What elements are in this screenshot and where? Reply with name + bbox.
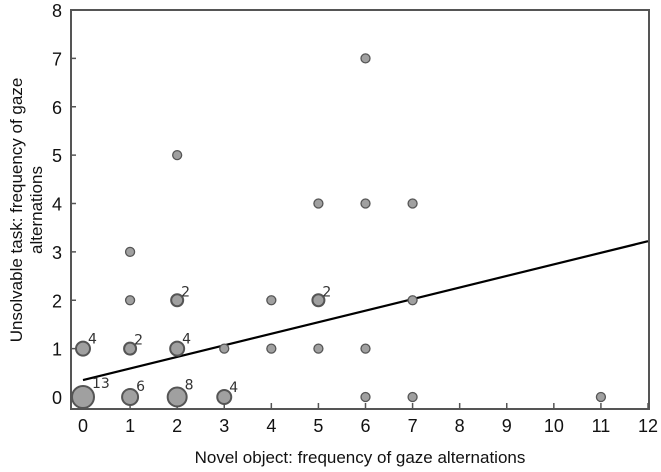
- y-tick-label: 0: [52, 388, 62, 408]
- data-point: [266, 295, 277, 306]
- data-point: [75, 340, 91, 357]
- data-point: [407, 198, 418, 209]
- x-tick-label: 6: [360, 416, 370, 436]
- point-count-label: 4: [229, 380, 238, 396]
- x-tick-label: 0: [78, 416, 88, 436]
- y-tick-label: 8: [52, 1, 62, 21]
- data-point: [172, 149, 183, 161]
- data-point: [124, 246, 136, 258]
- point-count-label: 6: [136, 379, 145, 395]
- y-tick-label: 2: [52, 291, 62, 311]
- y-axis-title: Unsolvable task: frequency of gaze alter…: [7, 78, 46, 343]
- x-tick-label: 1: [125, 416, 135, 436]
- plot-frame: [70, 9, 650, 410]
- data-point: [360, 198, 371, 209]
- x-tick-label: 11: [592, 416, 611, 436]
- data-points: [71, 53, 607, 409]
- data-point: [313, 198, 324, 209]
- y-tick-label: 7: [52, 49, 62, 69]
- x-tick-label: 9: [502, 416, 512, 436]
- x-axis-ticks: 0 1 2 3 4 5 6 7 8 9 10 11 12: [78, 403, 658, 436]
- data-point: [121, 388, 140, 406]
- y-axis-title-line-2: alternations: [27, 166, 46, 254]
- x-tick-label: 12: [638, 416, 658, 436]
- y-tick-label: 6: [52, 98, 62, 118]
- y-tick-label: 1: [52, 340, 62, 360]
- data-point: [595, 391, 607, 403]
- data-point: [169, 340, 186, 357]
- point-count-label: 4: [182, 332, 191, 348]
- x-tick-label: 7: [408, 416, 418, 436]
- x-axis-title: Novel object: frequency of gaze alternat…: [195, 448, 526, 467]
- regression-line: [82, 240, 649, 382]
- y-axis-ticks: 0 1 2 3 4 5 6 7 8: [52, 1, 76, 408]
- point-count-label: 8: [185, 378, 194, 394]
- y-tick-label: 3: [52, 243, 62, 263]
- y-axis-title-line-1: Unsolvable task: frequency of gaze: [7, 78, 26, 343]
- y-tick-label: 5: [52, 146, 62, 166]
- data-point: [360, 343, 371, 354]
- data-point: [313, 343, 324, 354]
- data-point: [216, 389, 233, 405]
- data-point: [311, 293, 326, 308]
- data-point: [166, 386, 188, 408]
- x-tick-label: 10: [544, 416, 564, 436]
- point-count-label: 2: [181, 284, 190, 300]
- x-tick-label: 3: [219, 416, 229, 436]
- x-tick-label: 2: [172, 416, 182, 436]
- point-count-label: 2: [322, 284, 331, 300]
- x-tick-label: 5: [313, 416, 323, 436]
- point-count-label: 13: [92, 376, 110, 392]
- data-point: [360, 53, 371, 64]
- data-point: [219, 343, 230, 354]
- data-point: [124, 295, 136, 306]
- point-count-label: 4: [88, 332, 97, 348]
- point-count-labels: 13 6 8 4 4 2 4 2 2: [88, 284, 331, 396]
- data-point: [123, 341, 138, 356]
- data-point: [407, 391, 418, 403]
- x-tick-label: 4: [266, 416, 276, 436]
- regression-line-path: [82, 240, 649, 382]
- point-count-label: 2: [134, 333, 143, 349]
- data-point: [266, 343, 277, 354]
- data-point: [170, 293, 185, 308]
- x-tick-label: 8: [455, 416, 465, 436]
- y-tick-label: 4: [52, 195, 62, 215]
- data-point: [71, 385, 95, 409]
- data-point: [407, 295, 418, 306]
- data-point: [360, 391, 371, 403]
